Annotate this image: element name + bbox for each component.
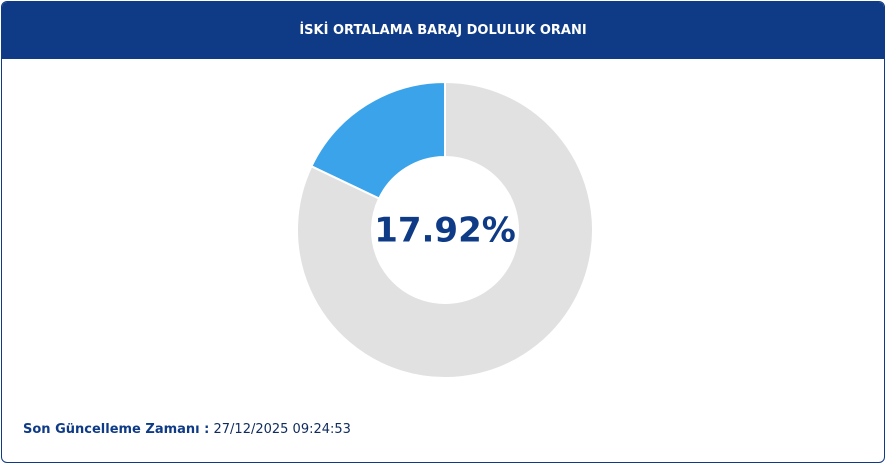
footer: Son Güncelleme Zamanı : 27/12/2025 09:24… (23, 422, 351, 437)
footer-value: 27/12/2025 09:24:53 (213, 422, 351, 437)
donut-segment (310, 80, 446, 200)
title: İSKİ ORTALAMA BARAJ DOLULUK ORANI (2, 2, 884, 59)
card: İSKİ ORTALAMA BARAJ DOLULUK ORANI 17.92%… (1, 1, 885, 463)
chart: 17.92% (296, 80, 594, 379)
donut-segment (296, 80, 594, 379)
footer-label: Son Güncelleme Zamanı : (23, 422, 210, 437)
center-label: 17.92% (374, 211, 516, 251)
